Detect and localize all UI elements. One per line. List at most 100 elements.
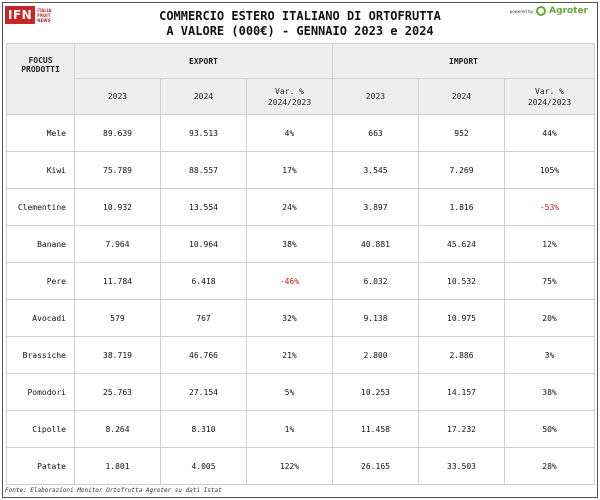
import-var-cell: 105% (504, 151, 595, 189)
export-2024-cell: 767 (160, 299, 247, 337)
export-var-cell: 17% (246, 151, 333, 189)
export-var-cell: -46% (246, 262, 333, 300)
export-2024-cell: 13.554 (160, 188, 247, 226)
export-2024-cell: 8.310 (160, 410, 247, 448)
logo-sub-line: NEWS (37, 17, 51, 23)
product-name: Avocadi (6, 299, 75, 337)
product-name: Pere (6, 262, 75, 300)
export-2023-cell: 75.789 (74, 151, 161, 189)
import-var-cell: 12% (504, 225, 595, 263)
import-2024-cell: 952 (418, 114, 505, 152)
table-row: Brassiche 38.719 46.766 21% 2.800 2.886 … (6, 336, 595, 374)
table-row: Pere 11.784 6.418 -46% 6.032 10.532 75% (6, 262, 595, 300)
import-var-cell: 38% (504, 373, 595, 411)
table-row: Mele 89.639 93.513 4% 663 952 44% (6, 114, 595, 152)
import-2023-cell: 2.800 (332, 336, 419, 374)
export-2023-cell: 8.264 (74, 410, 161, 448)
import-2023-cell: 663 (332, 114, 419, 152)
import-var-cell: 28% (504, 447, 595, 485)
export-2024-cell: 4.005 (160, 447, 247, 485)
title-line-2: A VALORE (000€) - GENNAIO 2023 e 2024 (166, 24, 434, 38)
var-label: Var. % (535, 86, 564, 96)
trade-table: FOCUS PRODOTTI EXPORT IMPORT 2023 2024 V… (6, 43, 595, 485)
export-var-cell: 24% (246, 188, 333, 226)
table-row: Banane 7.964 10.964 38% 40.881 45.624 12… (6, 225, 595, 263)
export-2023-header: 2023 (74, 78, 161, 115)
product-name: Clementine (6, 188, 75, 226)
powered-by: powered by Agroter (510, 6, 588, 16)
export-2024-cell: 93.513 (160, 114, 247, 152)
export-var-cell: 4% (246, 114, 333, 152)
powered-label: powered by (509, 8, 534, 14)
export-2023-cell: 7.964 (74, 225, 161, 263)
export-var-cell: 38% (246, 225, 333, 263)
import-2024-cell: 10.532 (418, 262, 505, 300)
export-2024-cell: 6.418 (160, 262, 247, 300)
export-2023-cell: 38.719 (74, 336, 161, 374)
source-footnote: Fonte: Elaborazioni Monitor Ortofrutta A… (5, 487, 222, 494)
var-period: 2024/2023 (527, 97, 572, 107)
export-2023-cell: 1.801 (74, 447, 161, 485)
export-2024-header: 2024 (160, 78, 247, 115)
import-2023-cell: 11.458 (332, 410, 419, 448)
import-2024-header: 2024 (418, 78, 505, 115)
export-var-cell: 122% (246, 447, 333, 485)
product-name: Kiwi (6, 151, 75, 189)
table-row: Kiwi 75.789 88.557 17% 3.545 7.269 105% (6, 151, 595, 189)
import-var-cell: 20% (504, 299, 595, 337)
var-label: Var. % (275, 86, 304, 96)
product-name: Pomodori (6, 373, 75, 411)
table-row: Pomodori 25.763 27.154 5% 10.253 14.157 … (6, 373, 595, 411)
import-2023-cell: 10.253 (332, 373, 419, 411)
logo-subtitle: ITALIA FRUIT NEWS (37, 6, 51, 24)
agroter-logo-icon (536, 6, 547, 16)
export-var-cell: 32% (246, 299, 333, 337)
product-name: Banane (6, 225, 75, 263)
logo-sub-line: FRUIT (37, 12, 51, 18)
import-2023-cell: 3.545 (332, 151, 419, 189)
import-2023-cell: 40.881 (332, 225, 419, 263)
export-2023-cell: 10.932 (74, 188, 161, 226)
import-2023-cell: 6.032 (332, 262, 419, 300)
export-2023-cell: 579 (74, 299, 161, 337)
import-var-header: Var. % 2024/2023 (504, 78, 595, 115)
agroter-brand: Agroter (549, 6, 588, 16)
table-row: Cipolle 8.264 8.310 1% 11.458 17.232 50% (6, 410, 595, 448)
import-var-cell: 3% (504, 336, 595, 374)
product-name: Cipolle (6, 410, 75, 448)
export-header: EXPORT (74, 43, 333, 79)
export-2024-cell: 88.557 (160, 151, 247, 189)
export-2024-cell: 10.964 (160, 225, 247, 263)
export-var-cell: 5% (246, 373, 333, 411)
export-2024-cell: 27.154 (160, 373, 247, 411)
title-line-1: COMMERCIO ESTERO ITALIANO DI ORTOFRUTTA (159, 9, 441, 23)
import-2023-cell: 9.138 (332, 299, 419, 337)
export-2023-cell: 25.763 (74, 373, 161, 411)
import-var-cell: -53% (504, 188, 595, 226)
import-var-cell: 44% (504, 114, 595, 152)
import-2024-cell: 1.816 (418, 188, 505, 226)
import-header: IMPORT (332, 43, 595, 79)
focus-header: FOCUS PRODOTTI (6, 43, 75, 115)
var-period: 2024/2023 (267, 97, 312, 107)
export-2024-cell: 46.766 (160, 336, 247, 374)
import-2024-cell: 14.157 (418, 373, 505, 411)
import-2023-header: 2023 (332, 78, 419, 115)
import-2023-cell: 3.897 (332, 188, 419, 226)
ifn-logo: IFN ITALIA FRUIT NEWS (5, 6, 51, 24)
import-2024-cell: 45.624 (418, 225, 505, 263)
import-2024-cell: 17.232 (418, 410, 505, 448)
import-2024-cell: 2.886 (418, 336, 505, 374)
import-2024-cell: 33.503 (418, 447, 505, 485)
import-var-cell: 75% (504, 262, 595, 300)
export-2023-cell: 11.784 (74, 262, 161, 300)
logo-text: IFN (5, 6, 36, 24)
import-2023-cell: 26.165 (332, 447, 419, 485)
import-var-cell: 50% (504, 410, 595, 448)
export-var-header: Var. % 2024/2023 (246, 78, 333, 115)
product-name: Patate (6, 447, 75, 485)
export-var-cell: 21% (246, 336, 333, 374)
import-2024-cell: 7.269 (418, 151, 505, 189)
table-row: Avocadi 579 767 32% 9.138 10.975 20% (6, 299, 595, 337)
